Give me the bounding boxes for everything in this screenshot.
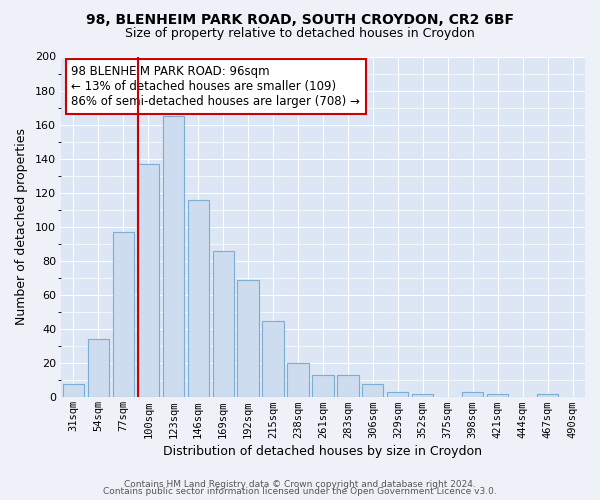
Bar xyxy=(487,394,508,398)
Text: 98, BLENHEIM PARK ROAD, SOUTH CROYDON, CR2 6BF: 98, BLENHEIM PARK ROAD, SOUTH CROYDON, C… xyxy=(86,12,514,26)
Bar xyxy=(537,394,558,398)
X-axis label: Distribution of detached houses by size in Croydon: Distribution of detached houses by size … xyxy=(163,444,482,458)
Bar xyxy=(262,320,284,398)
Bar xyxy=(387,392,409,398)
Bar xyxy=(412,394,433,398)
Bar xyxy=(313,375,334,398)
Text: 98 BLENHEIM PARK ROAD: 96sqm
← 13% of detached houses are smaller (109)
86% of s: 98 BLENHEIM PARK ROAD: 96sqm ← 13% of de… xyxy=(71,65,360,108)
Y-axis label: Number of detached properties: Number of detached properties xyxy=(15,128,28,326)
Bar xyxy=(287,363,308,398)
Bar xyxy=(113,232,134,398)
Bar xyxy=(188,200,209,398)
Text: Contains public sector information licensed under the Open Government Licence v3: Contains public sector information licen… xyxy=(103,487,497,496)
Bar xyxy=(337,375,359,398)
Bar xyxy=(137,164,159,398)
Bar xyxy=(88,340,109,398)
Bar xyxy=(362,384,383,398)
Bar xyxy=(63,384,84,398)
Bar xyxy=(462,392,484,398)
Text: Size of property relative to detached houses in Croydon: Size of property relative to detached ho… xyxy=(125,28,475,40)
Text: Contains HM Land Registry data © Crown copyright and database right 2024.: Contains HM Land Registry data © Crown c… xyxy=(124,480,476,489)
Bar xyxy=(163,116,184,398)
Bar xyxy=(238,280,259,398)
Bar xyxy=(212,250,234,398)
